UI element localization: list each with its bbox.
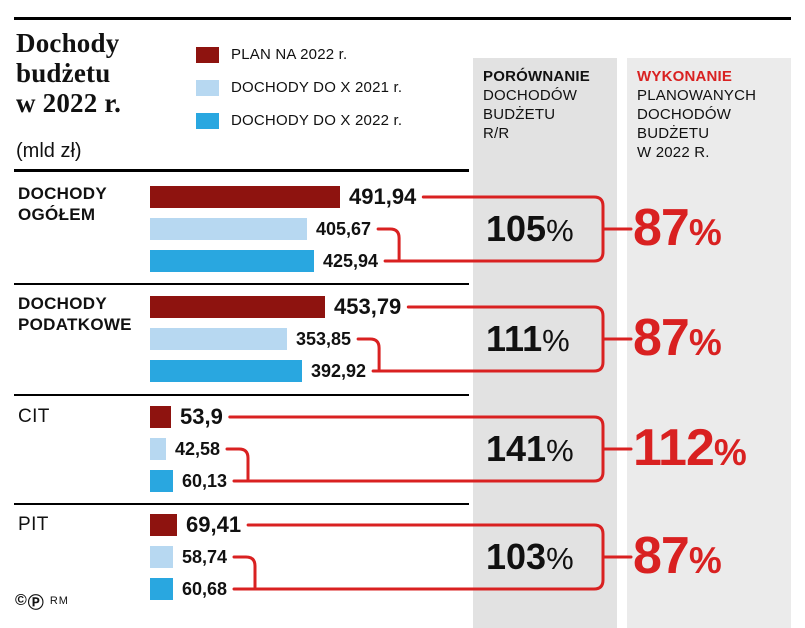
row-separator xyxy=(14,503,469,505)
execution-percent: 112% xyxy=(633,419,747,477)
bar-do-x-2022 xyxy=(150,250,314,272)
yoy-percent: 105% xyxy=(486,208,574,249)
bar-do-x-2022 xyxy=(150,470,173,492)
execution-percent: 87% xyxy=(633,527,722,585)
phonogram-icon: Ⓟ xyxy=(27,595,44,612)
value-label: 405,67 xyxy=(316,219,372,239)
title-line-3: w 2022 r. xyxy=(16,88,122,118)
row-label: CIT xyxy=(18,406,50,427)
legend-label: DOCHODY DO X 2022 r. xyxy=(231,112,403,129)
title-line-2: budżetu xyxy=(16,58,111,88)
unit-label: (mld zł) xyxy=(16,140,82,162)
legend-swatch xyxy=(196,79,219,96)
credit-initials: RM xyxy=(49,595,69,607)
value-label: 60,68 xyxy=(182,579,228,599)
row-label: PIT xyxy=(18,514,49,535)
copyright-icon: © xyxy=(15,592,27,609)
legend-swatch xyxy=(196,46,219,63)
bar-plan-2022 xyxy=(150,186,340,208)
execution-percent: 87% xyxy=(633,199,722,257)
bar-do-x-2021 xyxy=(150,328,287,350)
yoy-percent: 103% xyxy=(486,536,574,577)
bar-do-x-2022 xyxy=(150,360,302,382)
execution-column-header: WYKONANIE PLANOWANYCH DOCHODÓW BUDŻETU W… xyxy=(627,58,791,162)
row-separator xyxy=(14,394,469,396)
legend-label: PLAN NA 2022 r. xyxy=(231,46,348,63)
top-rule xyxy=(14,17,791,20)
execution-header-line: DOCHODÓW xyxy=(637,106,732,123)
execution-column: WYKONANIE PLANOWANYCH DOCHODÓW BUDŻETU W… xyxy=(627,58,791,628)
value-label: 42,58 xyxy=(175,439,221,459)
execution-header-line: BUDŻETU xyxy=(637,125,710,142)
bar-do-x-2021 xyxy=(150,218,307,240)
yoy-percent: 111% xyxy=(486,318,570,359)
value-label: 58,74 xyxy=(182,547,228,567)
bar-plan-2022 xyxy=(150,406,171,428)
bar-do-x-2022 xyxy=(150,578,173,600)
legend-swatch xyxy=(196,112,219,129)
value-label: 425,94 xyxy=(323,251,379,271)
credit-line: © Ⓟ RM xyxy=(15,589,69,613)
value-label: 392,92 xyxy=(311,361,367,381)
row-label: DOCHODY OGÓŁEM xyxy=(18,184,107,224)
comparison-header-line: BUDŻETU xyxy=(483,106,556,123)
yoy-percent: 141% xyxy=(486,428,574,469)
value-label: 453,79 xyxy=(334,294,402,319)
value-label: 353,85 xyxy=(296,329,352,349)
legend-item-2: DOCHODY DO X 2022 r. xyxy=(196,104,402,137)
bar-plan-2022 xyxy=(150,296,325,318)
execution-header-line: PLANOWANYCH xyxy=(637,87,757,104)
value-label: 491,94 xyxy=(349,184,417,209)
comparison-header-line: R/R xyxy=(483,125,510,142)
title-line-1: Dochody xyxy=(16,28,120,58)
bar-do-x-2021 xyxy=(150,438,166,460)
execution-header-line: W 2022 R. xyxy=(637,144,710,161)
execution-percent: 87% xyxy=(633,309,722,367)
legend: PLAN NA 2022 r. DOCHODY DO X 2021 r. DOCHO… xyxy=(196,38,402,137)
value-label: 60,13 xyxy=(182,471,228,491)
value-label: 53,9 xyxy=(180,404,223,429)
legend-item-0: PLAN NA 2022 r. xyxy=(196,38,402,71)
execution-header-title: WYKONANIE xyxy=(637,68,733,85)
row-label: DOCHODY PODATKOWE xyxy=(18,294,132,334)
bar-do-x-2021 xyxy=(150,546,173,568)
header-rule xyxy=(14,169,469,172)
bar-plan-2022 xyxy=(150,514,177,536)
page-title: Dochody budżetu w 2022 r. xyxy=(16,28,121,118)
comparison-header-line: DOCHODÓW xyxy=(483,87,578,104)
legend-item-1: DOCHODY DO X 2021 r. xyxy=(196,71,402,104)
comparison-header-title: PORÓWNANIE xyxy=(483,68,590,85)
comparison-column-header: PORÓWNANIE DOCHODÓW BUDŻETU R/R xyxy=(473,58,617,143)
legend-label: DOCHODY DO X 2021 r. xyxy=(231,79,403,96)
row-separator xyxy=(14,283,469,285)
value-label: 69,41 xyxy=(186,512,242,537)
